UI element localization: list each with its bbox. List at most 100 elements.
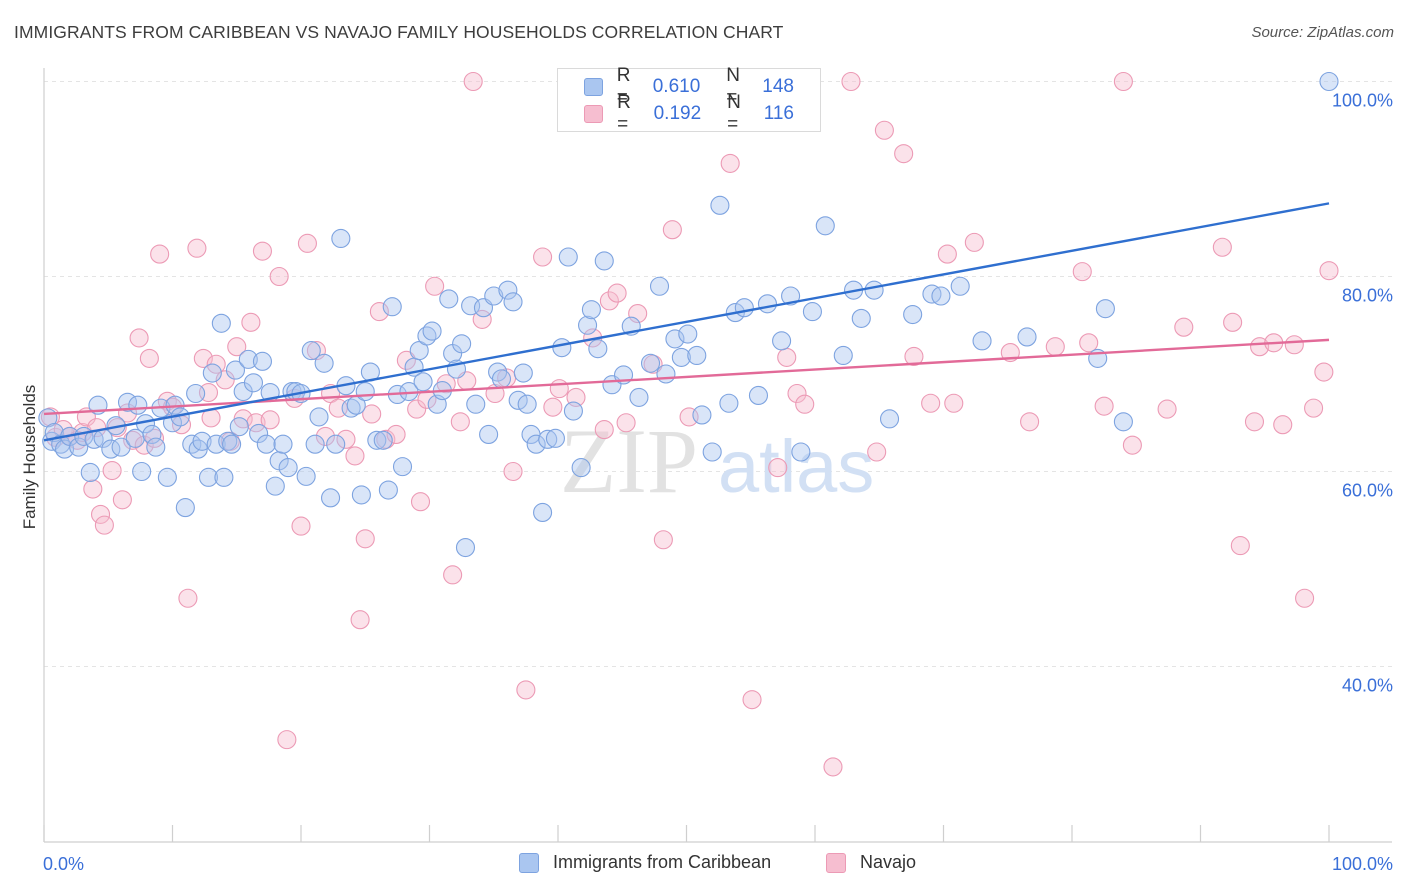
navajo-point [407, 399, 427, 419]
caribbean-point [757, 294, 778, 314]
legend-swatch-caribbean [519, 852, 539, 873]
caribbean-point [734, 298, 754, 318]
navajo-point [297, 233, 317, 253]
navajo-point [252, 241, 273, 261]
caribbean-point [249, 423, 269, 444]
caribbean-point [656, 364, 676, 384]
navajo-point [1314, 362, 1334, 382]
caribbean-point [665, 329, 685, 349]
caribbean-point [526, 434, 546, 454]
caribbean-point [157, 467, 177, 487]
navajo-point [628, 303, 648, 324]
navajo-point [1304, 398, 1324, 418]
caribbean-point [206, 434, 226, 454]
caribbean-point [229, 417, 249, 437]
caribbean-point [479, 424, 499, 445]
navajo-point [129, 328, 149, 348]
navajo-point [549, 379, 569, 399]
legend-item-navajo[interactable]: Navajo [826, 852, 916, 873]
caribbean-point [563, 401, 583, 421]
watermark-atlas: atlas [718, 425, 874, 508]
caribbean-point [252, 351, 273, 371]
caribbean-point [552, 338, 572, 358]
legend-label-navajo: Navajo [860, 852, 917, 872]
caribbean-point [439, 289, 459, 309]
navajo-point [362, 404, 382, 424]
caribbean-point [498, 280, 518, 300]
navajo-point [425, 276, 445, 296]
caribbean-point [455, 537, 476, 558]
caribbean-point [214, 467, 234, 487]
caribbean-trend-line [43, 202, 1330, 442]
caribbean-point [466, 394, 486, 414]
caribbean-point [198, 467, 219, 487]
navajo-point [450, 412, 470, 432]
navajo-point [187, 238, 207, 258]
navajo-point [1212, 237, 1232, 257]
gridlines [44, 81, 1392, 667]
navajo-point [1284, 335, 1304, 355]
caribbean-point [588, 339, 608, 359]
y-tick-label: 100.0% [1332, 91, 1393, 111]
caribbean-point [748, 385, 769, 406]
caribbean-point [202, 363, 222, 383]
caribbean-point [791, 442, 811, 462]
chart-source: Source: ZipAtlas.com [1251, 24, 1394, 41]
navajo-point [894, 144, 914, 164]
caribbean-point [802, 302, 822, 322]
legend-item-caribbean[interactable]: Immigrants from Caribbean [519, 852, 771, 873]
y-tick-label: 80.0% [1342, 286, 1393, 306]
caribbean-point [278, 458, 298, 478]
navajo-point [463, 71, 483, 92]
navajo-point [1157, 399, 1177, 419]
navajo-point [193, 348, 213, 368]
navajo-point [139, 348, 159, 368]
navajo-point [83, 479, 103, 499]
navajo-point [904, 346, 924, 367]
caribbean-point [192, 431, 212, 451]
navajo-point [1174, 317, 1194, 337]
navajo-point [1273, 415, 1293, 435]
caribbean-point [491, 369, 512, 389]
caribbean-point [692, 405, 712, 425]
caribbean-point [1095, 299, 1115, 319]
watermark: ZIP atlas [560, 410, 874, 512]
navajo-point [443, 565, 463, 585]
caribbean-point [351, 485, 371, 505]
legend-swatch-pink [584, 105, 604, 123]
tick-labels: 40.0% 60.0% 80.0% 100.0% 0.0% 100.0% [43, 91, 1393, 875]
caribbean-point [132, 461, 152, 482]
navajo-point [178, 588, 198, 608]
caribbean-point [710, 195, 730, 215]
caribbean-point [864, 280, 884, 300]
caribbean-point [238, 349, 258, 369]
y-tick-label: 40.0% [1342, 676, 1393, 696]
navajo-point [345, 446, 365, 466]
caribbean-point [833, 345, 853, 366]
navajo-point [1244, 412, 1265, 432]
caribbean-point [146, 437, 166, 457]
navajo-point [662, 220, 682, 240]
caribbean-point [931, 286, 951, 306]
caribbean-point [55, 439, 75, 459]
navajo-point [150, 244, 170, 264]
legend-swatch-navajo [826, 852, 846, 873]
chart-title: IMMIGRANTS FROM CARIBBEAN VS NAVAJO FAMI… [14, 22, 784, 42]
navajo-point [543, 397, 563, 417]
caribbean-point [378, 480, 398, 500]
navajo-point [777, 347, 797, 367]
caribbean-point [225, 360, 246, 380]
navajo-point [964, 232, 984, 252]
caribbean-point [578, 315, 598, 335]
navajo-point [503, 461, 523, 482]
series-legend: Immigrants from Caribbean Navajo [0, 852, 1406, 878]
navajo-point [742, 690, 762, 710]
caribbean-point [950, 276, 970, 296]
legend-r-label: R = [616, 65, 631, 108]
navajo-point [1122, 435, 1142, 455]
navajo-point [1045, 337, 1065, 357]
caribbean-point [341, 398, 361, 418]
legend-n-label: N = [726, 65, 741, 108]
caribbean-point [484, 286, 504, 306]
navajo-point [410, 492, 431, 512]
